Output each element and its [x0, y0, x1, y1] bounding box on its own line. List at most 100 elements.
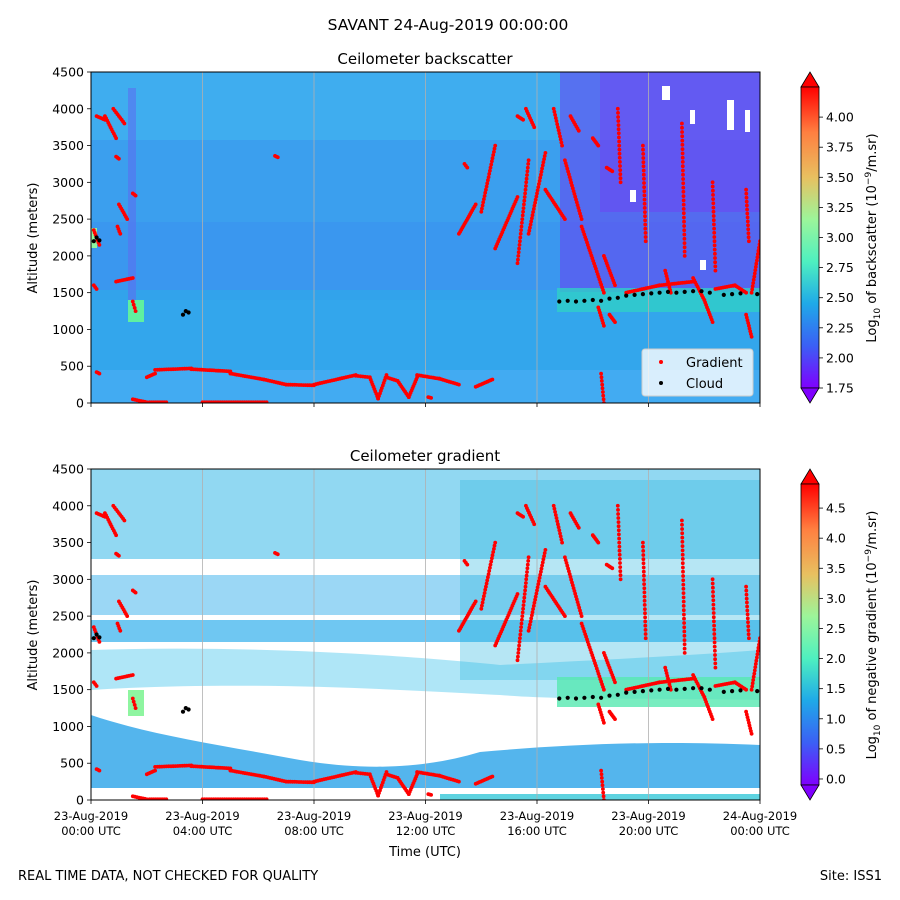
- gradient-point: [680, 130, 684, 134]
- gradient-point: [554, 516, 559, 520]
- gradient-point: [483, 587, 488, 592]
- gradient-point: [682, 642, 687, 647]
- gradient-point: [537, 182, 541, 186]
- gradient-point: [642, 181, 646, 185]
- colorbar-tick-label: 1.0: [826, 711, 846, 726]
- gradient-point: [517, 640, 522, 644]
- gradient-point: [744, 584, 748, 589]
- gradient-panel: Ceilometer gradient 0 500 1000 1500: [26, 447, 883, 860]
- gradient-point: [600, 779, 605, 784]
- gradient-point: [753, 265, 758, 269]
- gradient-point: [515, 658, 520, 663]
- gradient-point: [122, 121, 127, 126]
- gradient-point: [755, 258, 759, 263]
- gradient-point: [750, 284, 755, 289]
- x-tick-date-label: 23-Aug-2019: [611, 809, 685, 823]
- gradient-point: [516, 651, 521, 655]
- gradient-point: [642, 603, 647, 607]
- gradient-point: [746, 223, 750, 228]
- gradient-point: [264, 797, 269, 800]
- gradient-point: [616, 520, 621, 524]
- gradient-point: [747, 239, 751, 244]
- gradient-point: [600, 783, 605, 788]
- legend-cloud-marker: [659, 381, 663, 385]
- gradient-point: [641, 540, 645, 545]
- gradient-point: [553, 116, 558, 120]
- cloud-point: [699, 686, 704, 691]
- gradient-point: [746, 235, 751, 240]
- gradient-point: [642, 594, 647, 599]
- gradient-point: [601, 794, 606, 799]
- gradient-point: [641, 565, 646, 570]
- gradient-point: [756, 248, 760, 253]
- x-tick-time-label: 16:00 UTC: [507, 824, 567, 838]
- gradient-point: [681, 172, 685, 177]
- gradient-point: [531, 607, 535, 611]
- gradient-point: [681, 198, 686, 203]
- gradient-point: [519, 228, 523, 233]
- gradient-point: [681, 604, 686, 608]
- gradient-point: [680, 561, 685, 566]
- gradient-point: [518, 632, 523, 637]
- gradient-point: [750, 681, 755, 686]
- gradient-point: [479, 209, 484, 214]
- gradient-point: [745, 608, 750, 613]
- cloud-point: [615, 692, 620, 697]
- gradient-point: [710, 717, 715, 721]
- gradient-point: [601, 397, 606, 402]
- gradient-point: [486, 575, 490, 580]
- gradient-point: [493, 143, 498, 148]
- cloud-point: [682, 289, 687, 294]
- gradient-point: [643, 619, 648, 624]
- gradient-point: [746, 632, 751, 637]
- gradient-point: [559, 537, 564, 542]
- gradient-point: [530, 213, 535, 218]
- gradient-point: [557, 528, 562, 533]
- gradient-point: [682, 638, 687, 642]
- gradient-point: [491, 550, 496, 554]
- gradient-point: [473, 599, 478, 604]
- gradient-point: [525, 173, 529, 177]
- gradient-point: [486, 178, 490, 183]
- gradient-point: [558, 531, 562, 536]
- colorbar-tick-label: 3.75: [826, 140, 854, 155]
- gradient-point: [745, 616, 750, 621]
- cloud-point: [657, 290, 662, 295]
- gradient-point: [745, 211, 750, 216]
- gradient-point: [535, 588, 539, 593]
- gradient-point: [579, 614, 584, 618]
- gradient-point: [680, 164, 685, 169]
- gradient-point: [643, 632, 648, 636]
- gradient-point: [682, 236, 687, 241]
- gradient-point: [492, 543, 497, 548]
- gradient-point: [642, 189, 647, 194]
- x-tick-date-label: 23-Aug-2019: [277, 809, 351, 823]
- gradient-point: [610, 169, 615, 174]
- gradient-point: [712, 243, 717, 248]
- gradient-point: [682, 245, 687, 250]
- gradient-point: [517, 643, 521, 648]
- gradient-point: [617, 536, 621, 541]
- gradient-point: [613, 283, 617, 288]
- gradient-point: [711, 590, 715, 594]
- gradient-point: [537, 576, 542, 580]
- gradient-point: [94, 287, 99, 291]
- colorbar-tick-label: 1.5: [826, 681, 846, 696]
- gradient-point: [153, 768, 158, 773]
- cloud-point: [573, 696, 579, 701]
- gradient-point: [710, 320, 715, 324]
- gradient-gap: [330, 700, 410, 730]
- cloud-point: [97, 238, 102, 243]
- gradient-point: [480, 203, 485, 208]
- gradient-point: [745, 207, 749, 212]
- gradient-point: [596, 143, 601, 148]
- gradient-point: [744, 187, 748, 192]
- gradient-point: [114, 533, 118, 538]
- colorbar-tick-label: 2.75: [826, 260, 854, 275]
- gradient-point: [490, 556, 494, 561]
- gradient-point: [535, 188, 540, 193]
- gradient-point: [600, 386, 605, 391]
- gradient-point: [554, 119, 559, 123]
- y-tick-label: 2500: [52, 212, 84, 227]
- gradient-point: [563, 614, 567, 618]
